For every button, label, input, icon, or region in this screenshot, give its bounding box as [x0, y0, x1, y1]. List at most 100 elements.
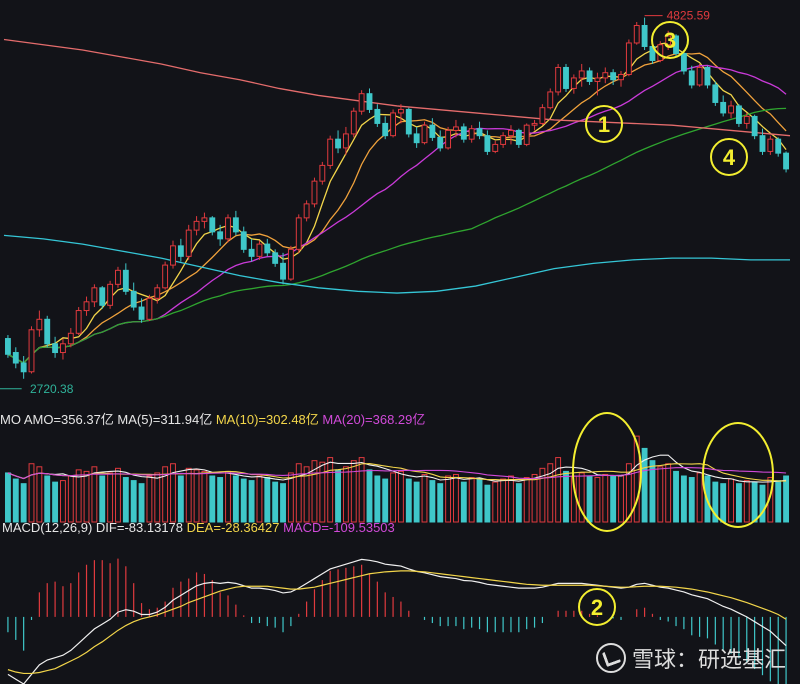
candle-body-31: [248, 248, 255, 257]
volume-bar-35: [280, 483, 286, 523]
candle-body-4: [36, 318, 43, 331]
volume-bar-49: [390, 472, 397, 523]
ma-line-4: [3, 234, 790, 294]
candle-body-57: [453, 126, 459, 131]
volume-legend-item-0: AMO=356.37亿: [24, 412, 118, 427]
candle-body-12: [99, 287, 106, 306]
marker-label-2: 2: [591, 595, 603, 620]
candle-body-16: [130, 290, 137, 308]
snowball-logo-icon: [595, 643, 626, 673]
volume-bar-69: [547, 463, 554, 523]
volume-bar-83: [657, 466, 664, 523]
candle-body-59: [468, 128, 475, 140]
volume-bar-43: [342, 466, 349, 523]
volume-bar-23: [185, 467, 192, 523]
candle-body-37: [295, 217, 302, 250]
macd-legend-item-2: DEA=-28.36427: [187, 520, 283, 535]
candle-body-34: [272, 252, 279, 264]
volume-bar-19: [154, 472, 161, 523]
volume-bar-59: [468, 477, 475, 523]
candle-body-84: [665, 35, 672, 46]
macd-panel: MACD(12,26,9) DIF=-83.13178 DEA=-28.3642…: [2, 520, 787, 684]
candle-body-97: [767, 138, 774, 152]
candle-body-95: [751, 115, 758, 137]
candle-body-20: [162, 264, 169, 289]
candle-body-63: [500, 135, 507, 145]
candle-body-58: [460, 126, 467, 140]
candle-body-99: [783, 152, 790, 170]
candle-body-38: [303, 203, 310, 219]
marker-circle-4: [710, 138, 748, 176]
marker-label-1: 1: [598, 112, 610, 137]
marker-circle-2: [578, 588, 616, 626]
volume-bar-22: [177, 475, 184, 523]
candle-body-39: [311, 180, 318, 205]
candle-body-77: [610, 72, 617, 81]
candle-body-29: [232, 217, 239, 233]
candle-body-96: [759, 135, 766, 152]
volume-bar-37: [295, 463, 302, 523]
volume-bar-44: [350, 460, 357, 523]
volume-bar-79: [625, 463, 632, 523]
ma-line-0: [7, 41, 787, 364]
volume-bar-60: [476, 478, 483, 523]
candle-body-52: [413, 133, 420, 144]
volume-bar-57: [453, 473, 459, 523]
candle-body-35: [280, 262, 286, 280]
dea-line: [7, 570, 787, 675]
volume-bar-18: [146, 475, 153, 523]
candle-body-10: [83, 301, 90, 312]
candle-body-7: [60, 343, 66, 354]
candle-body-87: [688, 70, 695, 86]
candle-body-22: [177, 245, 184, 257]
candle-body-25: [201, 217, 208, 222]
candle-body-36: [287, 248, 294, 280]
candle-body-86: [680, 52, 687, 72]
volume-bar-7: [60, 480, 66, 523]
volume-bar-21: [170, 463, 176, 523]
macd-legend-item-3: MACD=-109.53503: [283, 520, 395, 535]
candle-body-33: [264, 243, 271, 254]
candle-body-85: [673, 35, 679, 54]
candle-body-56: [445, 129, 452, 149]
volume-bar-50: [397, 470, 404, 523]
candle-body-3: [28, 329, 35, 373]
candle-body-2: [20, 362, 27, 373]
volume-bar-76: [602, 473, 609, 523]
watermark: 雪球：研选基汇: [595, 642, 786, 674]
candle-body-71: [563, 66, 569, 89]
candle-body-64: [508, 129, 514, 137]
highlight-ellipse-2: [702, 422, 774, 528]
candle-body-1: [12, 352, 19, 364]
volume-bar-24: [193, 469, 200, 523]
volume-bar-20: [162, 466, 169, 523]
candle-body-42: [335, 138, 341, 149]
candle-body-54: [429, 124, 436, 138]
volume-bar-75: [594, 477, 601, 523]
volume-bar-62: [492, 481, 499, 523]
volume-bar-3: [28, 463, 35, 523]
volume-bar-81: [641, 447, 648, 523]
candle-body-78: [618, 73, 624, 81]
candle-body-62: [492, 143, 499, 152]
candle-body-91: [720, 101, 727, 114]
volume-bar-11: [91, 466, 98, 523]
volume-legend-label: MO: [0, 412, 24, 427]
volume-bar-85: [673, 470, 679, 523]
candle-body-9: [75, 310, 82, 334]
volume-bar-82: [649, 460, 656, 523]
high-label: 4825.59: [667, 9, 711, 23]
volume-bar-66: [523, 477, 530, 523]
candle-body-0: [4, 338, 11, 355]
volume-bar-61: [484, 484, 491, 523]
volume-bar-80: [633, 435, 640, 523]
volume-bar-29: [232, 475, 239, 523]
candle-body-55: [437, 136, 444, 149]
candle-body-69: [547, 91, 554, 109]
candle-body-53: [421, 124, 428, 144]
volume-bar-8: [67, 475, 74, 523]
volume-ma-5: [7, 454, 787, 483]
volume-bar-34: [272, 481, 279, 523]
candle-body-61: [484, 135, 491, 152]
